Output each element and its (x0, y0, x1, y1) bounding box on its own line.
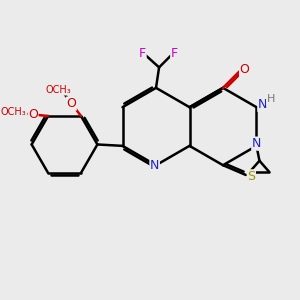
Text: O: O (28, 108, 38, 121)
Text: N: N (252, 137, 261, 150)
Text: F: F (171, 47, 178, 60)
Text: F: F (139, 47, 146, 60)
Text: S: S (248, 170, 255, 183)
Text: OCH₃: OCH₃ (46, 85, 71, 95)
Text: N: N (150, 159, 159, 172)
Text: H: H (267, 94, 275, 104)
Text: O: O (66, 97, 76, 110)
Text: OCH₃: OCH₃ (1, 107, 27, 117)
Text: O: O (240, 63, 250, 76)
Text: N: N (258, 98, 267, 112)
